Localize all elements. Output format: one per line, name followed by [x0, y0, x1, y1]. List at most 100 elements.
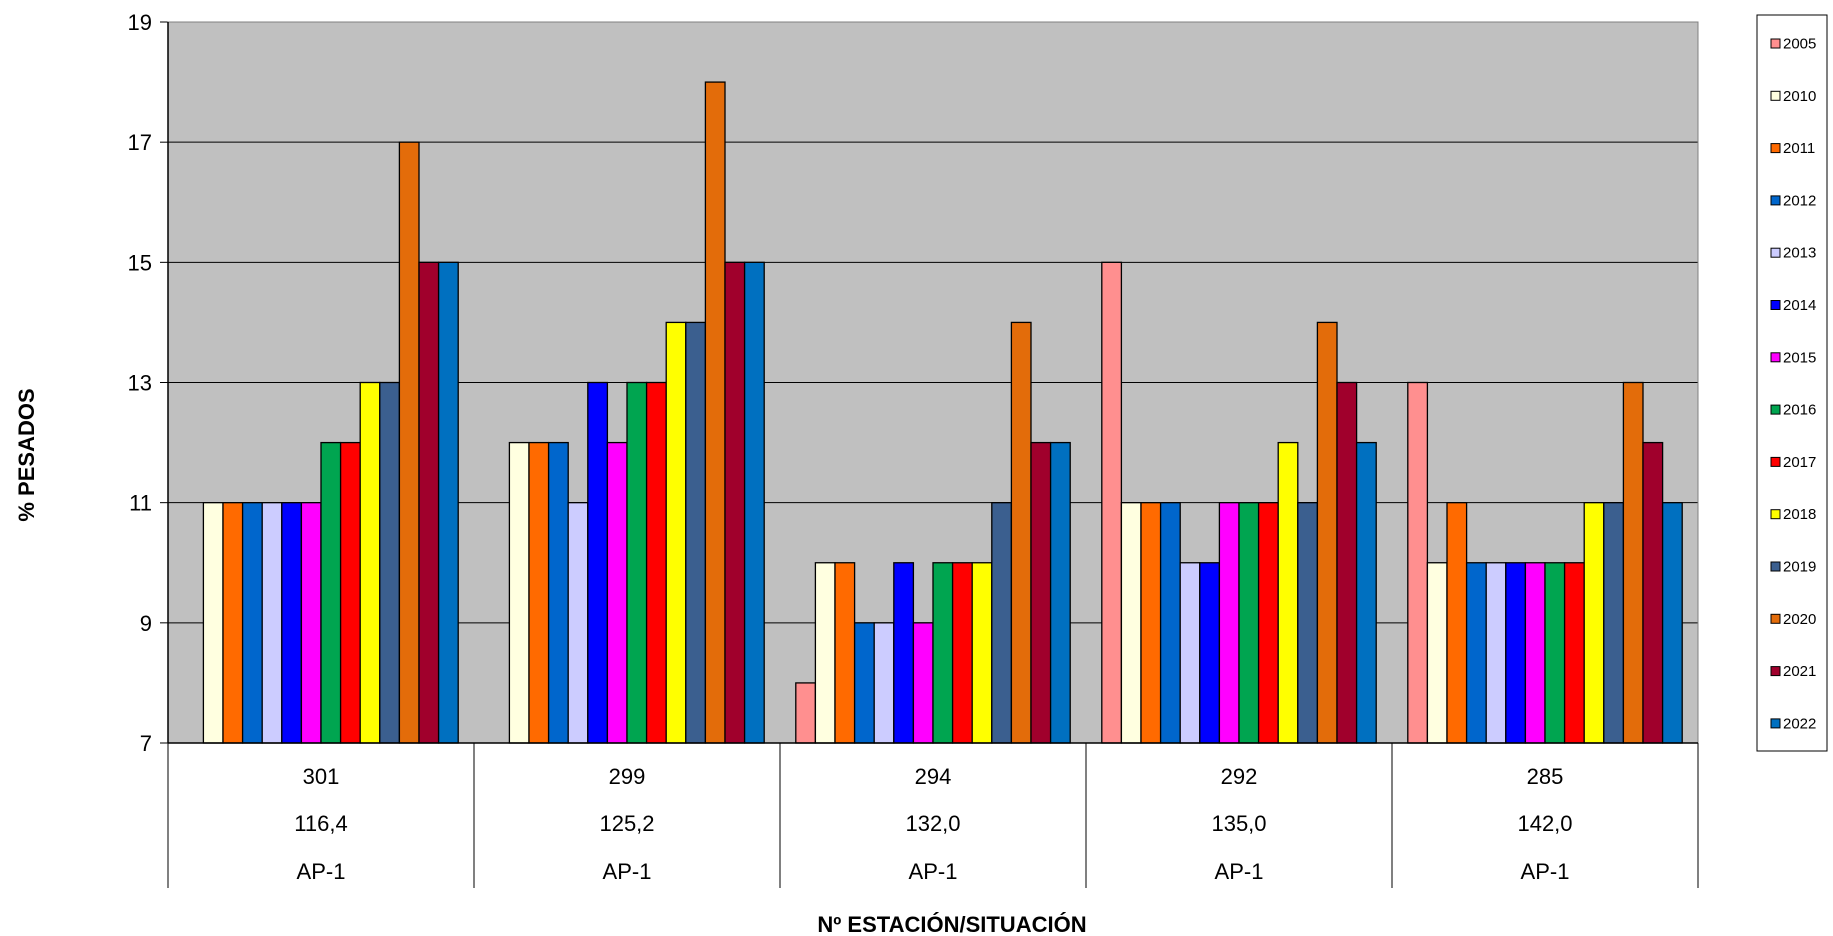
category-pk-label: 116,4	[294, 811, 347, 836]
bar	[418, 261, 440, 744]
bar	[1049, 441, 1071, 744]
legend-label: 2005	[1783, 36, 1816, 53]
legend-label: 2016	[1783, 402, 1816, 419]
bar	[893, 562, 915, 744]
bar	[437, 261, 459, 744]
bar	[359, 381, 381, 744]
bar	[1355, 441, 1377, 744]
bar	[1583, 502, 1605, 744]
bar	[951, 562, 973, 744]
bar	[1642, 441, 1664, 744]
legend-swatch	[1770, 300, 1781, 310]
legend-swatch	[1770, 613, 1781, 624]
bar	[1218, 502, 1240, 744]
bar	[1179, 562, 1201, 744]
bar	[665, 321, 687, 744]
legend-swatch	[1770, 352, 1781, 363]
bar	[1563, 562, 1585, 744]
bar	[1030, 441, 1052, 744]
y-tick-label: 7	[140, 731, 152, 756]
bar	[1622, 381, 1644, 744]
legend-swatch	[1770, 718, 1781, 729]
legend-label: 2017	[1783, 454, 1816, 471]
legend-swatch	[1770, 456, 1781, 467]
bar	[1238, 502, 1260, 744]
bar	[1199, 562, 1221, 744]
bar	[645, 381, 667, 744]
category-road-label: AP-1	[297, 859, 346, 884]
legend-label: 2013	[1783, 245, 1816, 262]
legend-label: 2022	[1783, 715, 1816, 732]
bar	[1257, 502, 1279, 744]
bar	[814, 562, 836, 744]
bar	[1277, 441, 1299, 744]
bar	[1446, 502, 1468, 744]
bar	[320, 441, 342, 744]
category-road-label: AP-1	[909, 859, 958, 884]
category-road-label: AP-1	[1215, 859, 1264, 884]
category-pk-label: 142,0	[1517, 811, 1572, 836]
y-tick-label: 17	[128, 130, 152, 155]
legend-swatch	[1770, 38, 1781, 49]
legend-label: 2010	[1783, 88, 1816, 105]
bar	[1505, 562, 1527, 744]
bar	[587, 381, 609, 744]
bar	[971, 562, 993, 744]
legend-swatch	[1770, 143, 1781, 154]
category-pk-label: 135,0	[1211, 811, 1266, 836]
category-pk-label: 132,0	[905, 811, 960, 836]
bar	[685, 321, 707, 744]
bar	[1544, 562, 1566, 744]
legend-label: 2014	[1783, 297, 1816, 314]
bar	[991, 502, 1013, 744]
category-pk-label: 125,2	[599, 811, 654, 836]
bar	[398, 141, 420, 744]
legend-swatch	[1770, 247, 1781, 258]
category-table: 301 116,4 AP-1 299 125,2 AP-1 294 132,0 AP-1 292 1…	[167, 743, 1699, 888]
legend-label: 2012	[1783, 192, 1816, 209]
category-station-label: 294	[915, 764, 952, 789]
legend: 2005 2010 2011 2012 2013 2014 2015 2016 2017 2018…	[1756, 14, 1828, 752]
legend-label: 2015	[1783, 349, 1816, 366]
legend-box	[1756, 14, 1828, 752]
bar	[202, 502, 224, 744]
bar	[853, 622, 875, 744]
legend-swatch	[1770, 404, 1781, 415]
bar	[528, 441, 550, 744]
legend-label: 2019	[1783, 559, 1816, 576]
bar	[1603, 502, 1625, 744]
bar	[222, 502, 244, 744]
bar	[1101, 261, 1123, 744]
legend-swatch	[1770, 90, 1781, 101]
category-station-label: 301	[303, 764, 340, 789]
bar	[1524, 562, 1546, 744]
bar	[743, 261, 765, 744]
bar	[339, 441, 361, 744]
legend-swatch	[1770, 561, 1781, 572]
legend-label: 2018	[1783, 506, 1816, 523]
bar	[1426, 562, 1448, 744]
y-tick-label: 19	[128, 10, 152, 35]
bar	[873, 622, 895, 744]
axes	[167, 21, 1699, 744]
legend-swatch	[1770, 195, 1781, 206]
bar	[1336, 381, 1358, 744]
category-station-label: 299	[609, 764, 646, 789]
bar	[932, 562, 954, 744]
bar	[1661, 502, 1683, 744]
legend-label: 2011	[1783, 140, 1815, 157]
bar	[508, 441, 530, 744]
bar	[261, 502, 283, 744]
y-tick-label: 13	[128, 371, 152, 396]
bar	[1316, 321, 1338, 744]
bar	[724, 261, 746, 744]
y-tick-label: 15	[128, 250, 152, 275]
bar	[547, 441, 569, 744]
bar	[241, 502, 263, 744]
y-tick-label: 9	[140, 611, 152, 636]
bar	[300, 502, 322, 744]
legend-label: 2021	[1783, 663, 1816, 680]
bar	[567, 502, 589, 744]
bar	[1159, 502, 1181, 744]
bar	[704, 81, 726, 744]
